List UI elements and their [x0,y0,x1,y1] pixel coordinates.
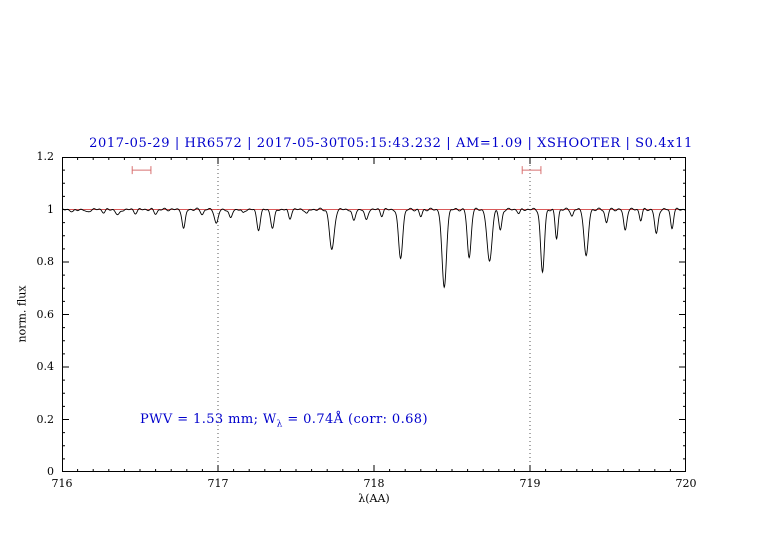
annotation-prefix: PWV = 1.53 mm; W [140,412,277,427]
y-tick-label: 0 [47,465,54,478]
x-tick-label: 716 [51,477,73,490]
spectrum-plot [62,157,686,472]
x-axis-label: λ(AA) [358,492,390,505]
plot-area: PWV = 1.53 mm; Wλ = 0.74Å (corr: 0.68) [62,157,686,472]
annotation-suffix: = 0.74Å (corr: 0.68) [282,412,428,427]
y-tick-label: 0.4 [36,360,55,373]
x-tick-label: 718 [363,477,385,490]
y-tick-label: 0.6 [36,307,55,321]
x-tick-label: 717 [207,477,229,490]
x-tick-label: 720 [675,477,697,490]
y-tick-label: 1.2 [36,150,55,163]
y-tick-label: 0.2 [36,412,55,426]
y-tick-label: 0.8 [36,255,55,268]
annotation-subscript: λ [276,419,283,430]
x-tick-label: 719 [519,477,541,490]
y-tick-label: 1 [47,202,54,216]
pwv-annotation: PWV = 1.53 mm; Wλ = 0.74Å (corr: 0.68) [140,412,428,430]
plot-title: 2017-05-29 | HR6572 | 2017-05-30T05:15:4… [89,136,693,151]
